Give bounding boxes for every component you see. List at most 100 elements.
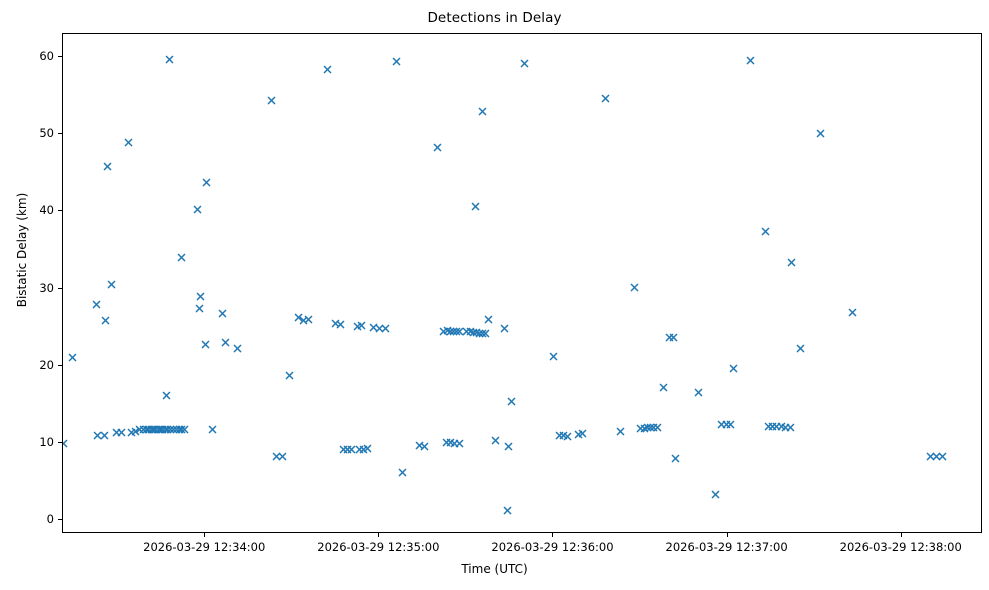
- scatter-point: [355, 445, 364, 454]
- scatter-point: [455, 327, 464, 336]
- x-tick-label: 2026-03-29 12:37:00: [665, 540, 788, 554]
- scatter-point: [768, 422, 777, 431]
- x-axis-label: Time (UTC): [461, 562, 528, 576]
- scatter-point: [450, 439, 459, 448]
- scatter-point: [156, 425, 165, 434]
- scatter-point: [195, 304, 204, 313]
- scatter-point: [162, 391, 171, 400]
- scatter-point: [175, 425, 184, 434]
- scatter-point: [299, 316, 308, 325]
- scatter-point: [147, 425, 156, 434]
- scatter-point: [630, 283, 639, 292]
- scatter-point: [549, 352, 558, 361]
- scatter-point: [347, 445, 356, 454]
- scatter-point: [165, 55, 174, 64]
- scatter-point: [363, 444, 372, 453]
- scatter-point: [796, 344, 805, 353]
- scatter-point: [353, 322, 362, 331]
- scatter-point: [500, 324, 509, 333]
- scatter-point: [154, 425, 163, 434]
- scatter-point: [726, 420, 735, 429]
- scatter-point: [694, 388, 703, 397]
- scatter-point: [578, 429, 587, 438]
- scatter-point: [764, 422, 773, 431]
- scatter-plot-area: [63, 34, 981, 532]
- y-tick-label: 20: [39, 357, 54, 372]
- y-tick-mark: [58, 56, 62, 58]
- scatter-point: [131, 427, 140, 436]
- scatter-point: [722, 420, 731, 429]
- scatter-point: [455, 439, 464, 448]
- scatter-point: [601, 94, 610, 103]
- x-tick-mark: [552, 533, 554, 537]
- scatter-point: [472, 328, 481, 337]
- scatter-point: [462, 327, 471, 336]
- scatter-point: [659, 383, 668, 392]
- scatter-point: [420, 442, 429, 451]
- scatter-point: [196, 292, 205, 301]
- scatter-point: [415, 441, 424, 450]
- scatter-point: [636, 424, 645, 433]
- y-tick-mark: [58, 133, 62, 135]
- scatter-point: [574, 430, 583, 439]
- scatter-point: [151, 425, 160, 434]
- scatter-point: [932, 452, 941, 461]
- chart-title: Detections in Delay: [427, 10, 562, 26]
- scatter-point: [161, 425, 170, 434]
- scatter-point: [671, 454, 680, 463]
- scatter-point: [446, 438, 455, 447]
- scatter-point: [452, 327, 461, 336]
- scatter-point: [278, 452, 287, 461]
- scatter-point: [729, 364, 738, 373]
- x-tick-mark: [204, 533, 206, 537]
- y-tick-label: 10: [39, 434, 54, 449]
- x-tick-mark: [900, 533, 902, 537]
- scatter-point: [323, 65, 332, 74]
- scatter-point: [484, 315, 493, 324]
- scatter-point: [68, 353, 77, 362]
- scatter-point: [475, 329, 484, 338]
- scatter-point: [208, 425, 217, 434]
- scatter-point: [127, 428, 136, 437]
- scatter-point: [101, 316, 110, 325]
- scatter-point: [646, 423, 655, 432]
- scatter-point: [142, 425, 151, 434]
- plot-axes: [62, 33, 982, 533]
- scatter-point: [285, 371, 294, 380]
- scatter-point: [669, 333, 678, 342]
- y-tick-mark: [58, 441, 62, 443]
- x-tick-mark: [378, 533, 380, 537]
- scatter-point: [339, 445, 348, 454]
- scatter-point: [563, 432, 572, 441]
- scatter-point: [478, 107, 487, 116]
- y-tick-label: 30: [39, 280, 54, 295]
- scatter-point: [653, 423, 662, 432]
- scatter-point: [643, 423, 652, 432]
- scatter-point: [294, 313, 303, 322]
- x-tick-label: 2026-03-29 12:36:00: [491, 540, 614, 554]
- x-tick-label: 2026-03-29 12:34:00: [143, 540, 266, 554]
- scatter-point: [163, 425, 172, 434]
- scatter-point: [124, 138, 133, 147]
- y-tick-label: 60: [39, 49, 54, 64]
- scatter-point: [103, 162, 112, 171]
- scatter-point: [92, 300, 101, 309]
- scatter-point: [369, 323, 378, 332]
- y-tick-mark: [58, 519, 62, 521]
- scatter-point: [772, 422, 781, 431]
- scatter-point: [272, 452, 281, 461]
- scatter-point: [446, 327, 455, 336]
- scatter-point: [117, 428, 126, 437]
- scatter-point: [139, 425, 148, 434]
- scatter-point: [359, 445, 368, 454]
- scatter-point: [112, 428, 121, 437]
- scatter-point: [392, 57, 401, 66]
- scatter-point: [336, 320, 345, 329]
- y-tick-mark: [58, 364, 62, 366]
- scatter-point: [471, 202, 480, 211]
- scatter-point: [616, 427, 625, 436]
- x-tick-mark: [726, 533, 728, 537]
- scatter-point: [507, 397, 516, 406]
- scatter-point: [816, 129, 825, 138]
- scatter-point: [343, 445, 352, 454]
